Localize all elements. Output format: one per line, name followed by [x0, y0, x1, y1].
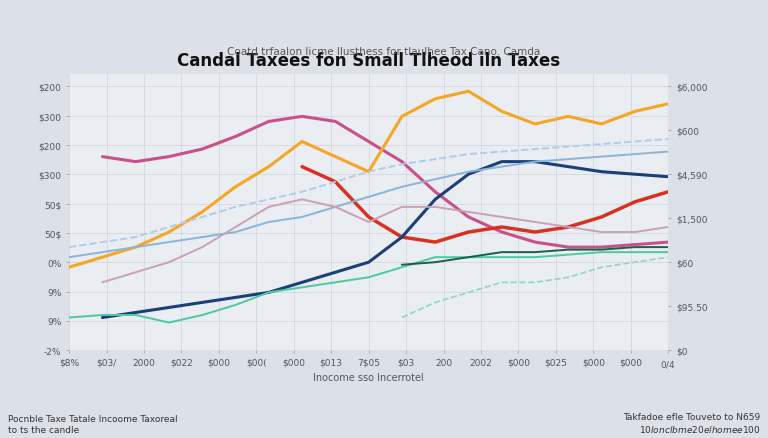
Text: Pocnble Taxe Tatale Incoome Taxoreal
to ts the candle: Pocnble Taxe Tatale Incoome Taxoreal to …	[8, 414, 177, 434]
Text: Coatd trfaalon licme llusthess for tlaulhee Tax Cano. Camda: Coatd trfaalon licme llusthess for tlaul…	[227, 47, 541, 57]
X-axis label: Inocome sso Incerrotel: Inocome sso Incerrotel	[313, 372, 424, 382]
Text: Takfadoe efle Touveto to N659
$10 lonclbme 20e lhomee 1$00: Takfadoe efle Touveto to N659 $10 lonclb…	[623, 412, 760, 434]
Title: Candal Taxees fon Small Tlheod iln Taxes: Candal Taxees fon Small Tlheod iln Taxes	[177, 52, 560, 70]
